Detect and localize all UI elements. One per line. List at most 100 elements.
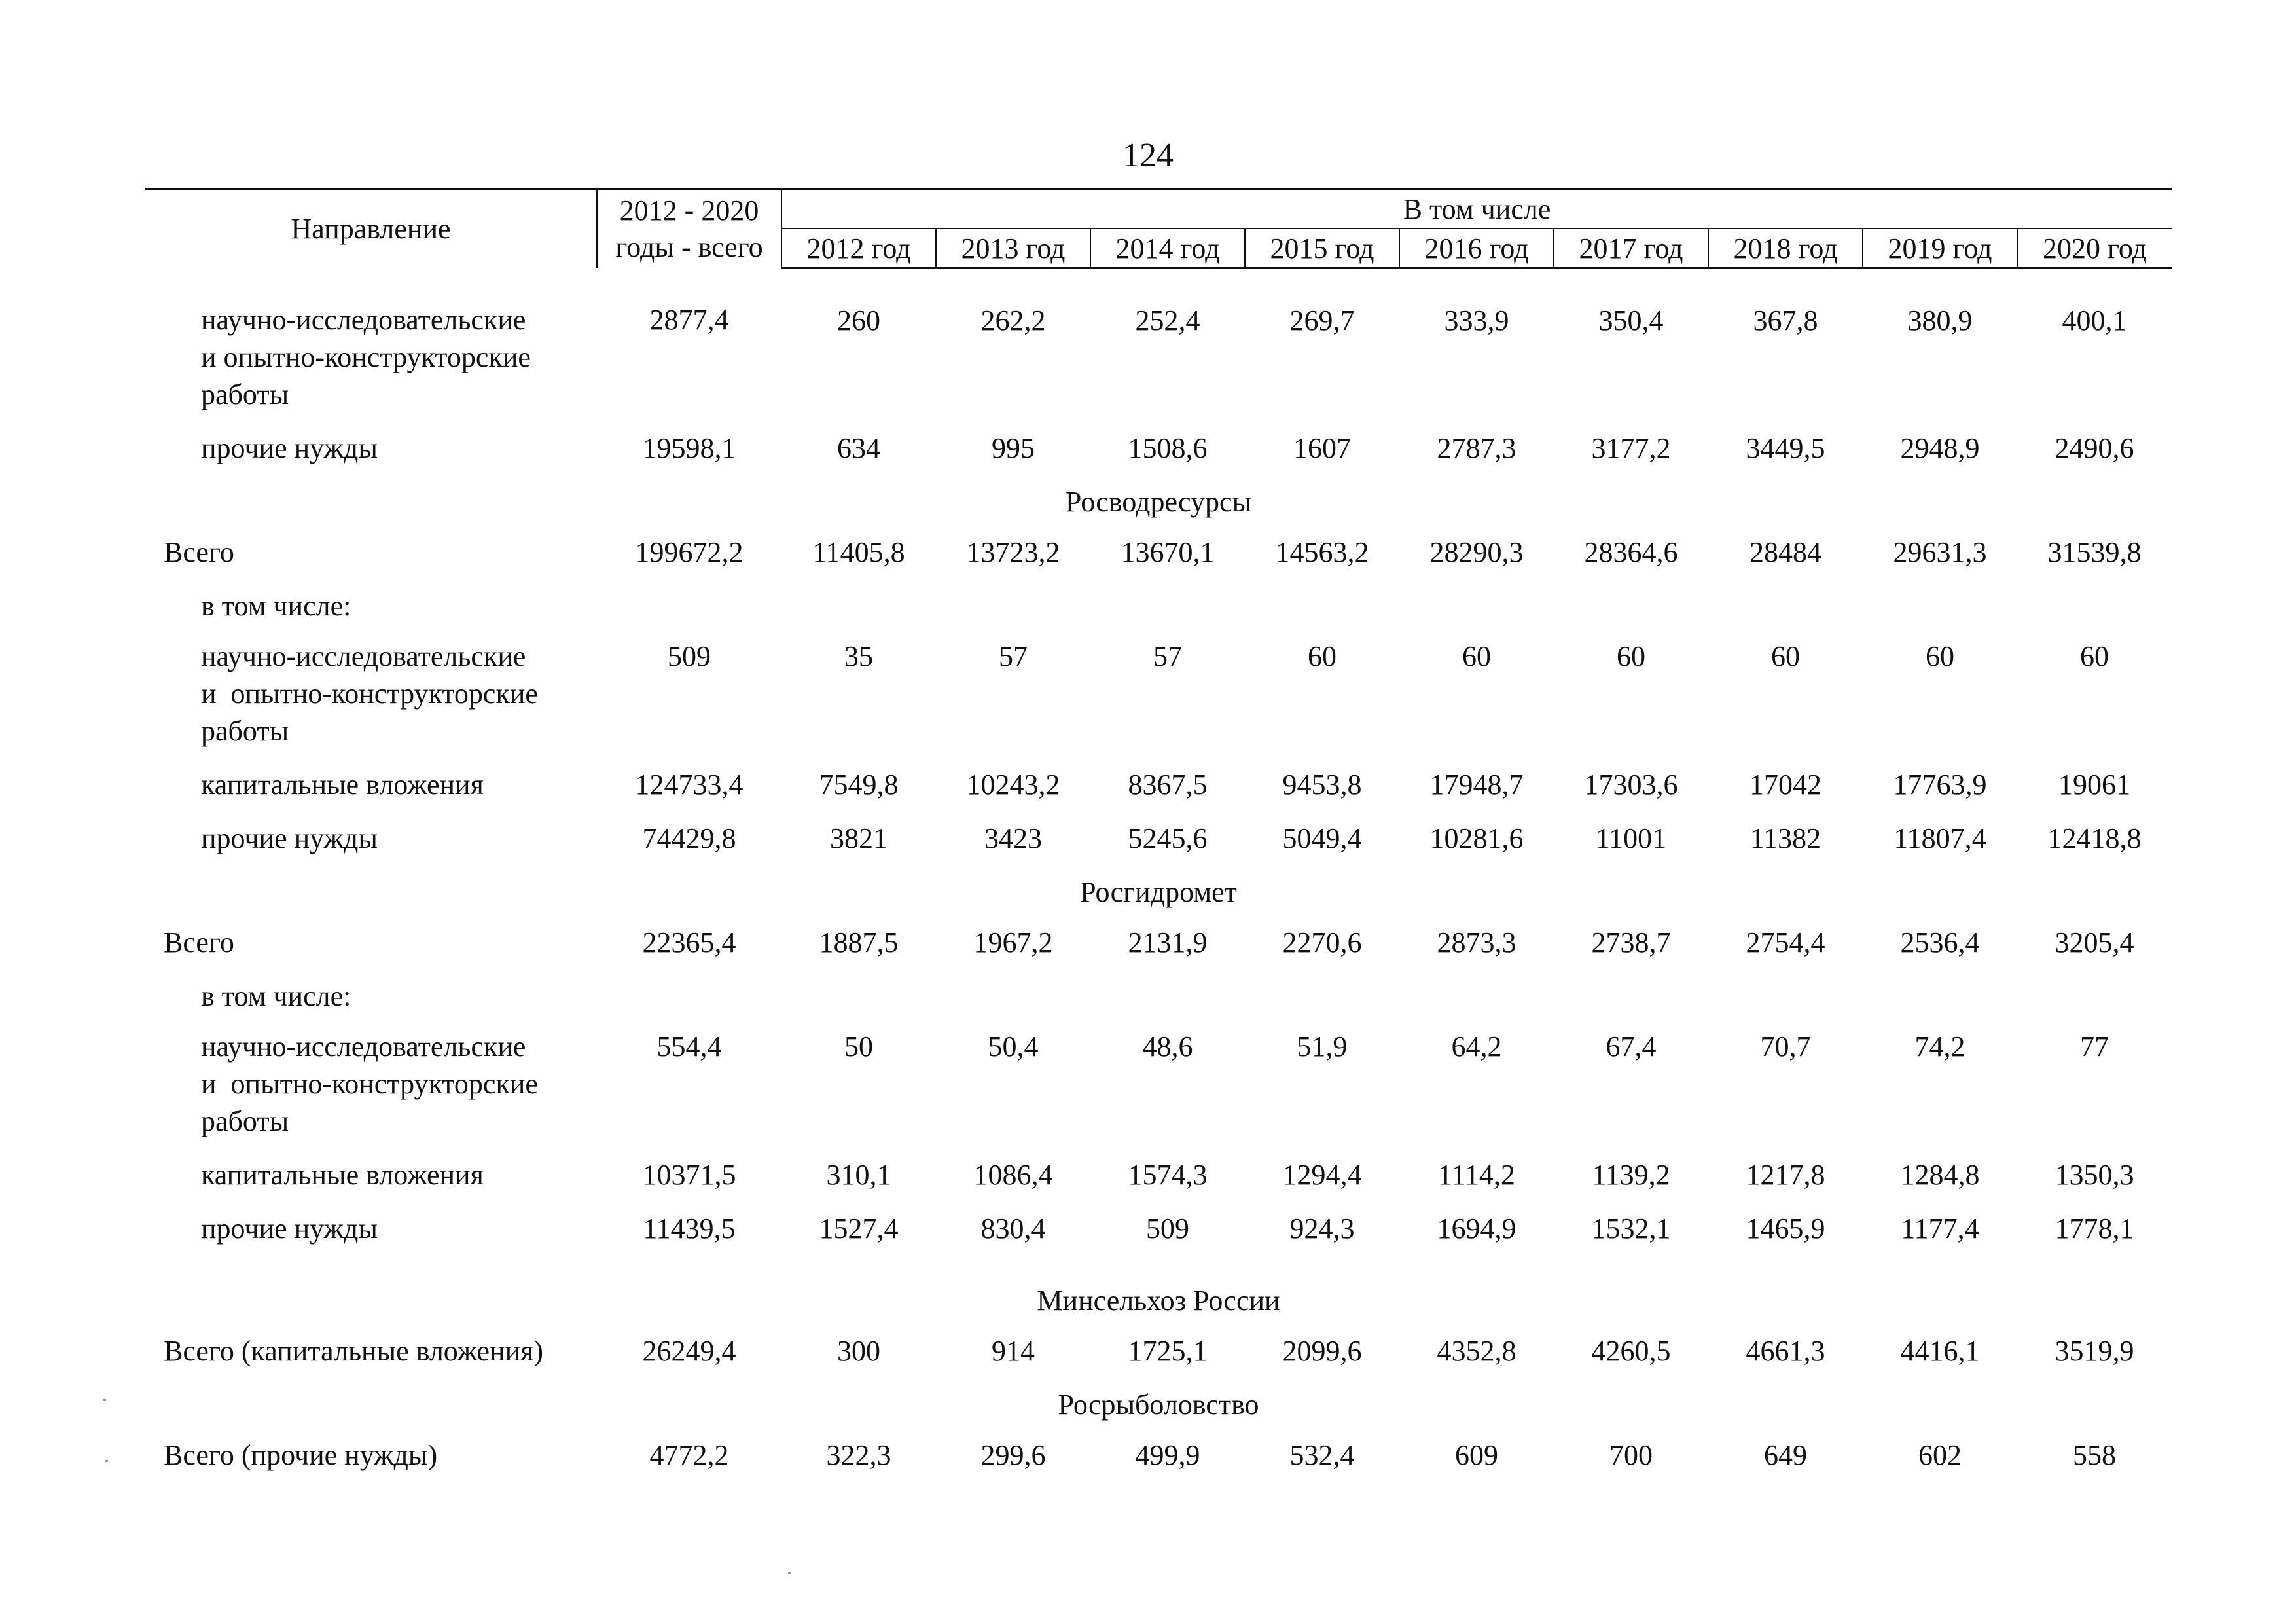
year-value-cell: 11382 [1749,822,1821,854]
margin-mark [788,1572,791,1574]
total-cell: 74429,8 [642,822,736,854]
year-value-cell: 2787,3 [1437,431,1516,464]
year-value-cell: 74,2 [1914,1030,1965,1063]
year-value-cell: 10243,2 [966,768,1060,801]
year-value-cell: 28290,3 [1429,536,1524,568]
year-value-cell: 1294,4 [1282,1158,1362,1191]
section-title: Росгидромет [1080,875,1237,908]
year-value-cell: 400,1 [2062,304,2127,337]
table-header: Направление 2012 - 2020 годы - всего В т… [145,188,2172,269]
year-value-cell: 995 [992,431,1035,464]
section-title: Росводресурсы [1065,485,1252,518]
year-value-cell: 51,9 [1297,1030,1348,1063]
total-cell: 22365,4 [642,926,736,958]
year-value-cell: 3519,9 [2054,1334,2134,1367]
year-value-cell: 1508,6 [1128,431,1208,464]
section-title: Минсельхоз России [1037,1284,1280,1317]
year-value-cell: 5049,4 [1282,822,1362,854]
year-value-cell: 48,6 [1142,1030,1193,1063]
year-value-cell: 1967,2 [973,926,1053,958]
year-value-cell: 4661,3 [1746,1334,1825,1367]
direction-label-line: и опытно-конструкторские [201,1067,538,1100]
year-value-cell: 350,4 [1598,304,1664,337]
direction-label-line: работы [201,378,289,410]
total-cell: 199672,2 [635,536,744,568]
page-number: 124 [1122,137,1174,174]
total-cell: 19598,1 [642,431,736,464]
direction-label-line: прочие нужды [201,1212,378,1245]
year-value-cell: 77 [2080,1030,2109,1063]
year-value-cell: 2270,6 [1282,926,1362,958]
year-value-cell: 4416,1 [1900,1334,1980,1367]
year-header-row: 2012 год 2013 год 2014 год 2015 год 2016 год… [145,228,2172,269]
year-value-cell: 13670,1 [1121,536,1215,568]
year-header: 2014 год [1090,228,1245,269]
subheading-row: в том числе: [145,977,2172,1028]
year-header: 2020 год [2016,228,2172,269]
table-row: Всего (прочие нужды) 4772,2 322,3 299,6 499,… [145,1436,2172,1490]
year-value-cell: 299,6 [980,1438,1046,1471]
direction-cell: капитальные вложения [145,766,597,820]
table-row: Всего 199672,2 11405,8 13723,2 13670,1 14563,… [145,534,2172,587]
year-value-cell: 1350,3 [2054,1158,2134,1191]
empty-cell [597,587,2172,638]
year-header: 2018 год [1708,228,1863,269]
table-row: прочие нужды 74429,8 3821 3423 5245,6 5049,4 1… [145,820,2172,873]
year-value-cell: 269,7 [1289,304,1355,337]
total-cell: 124733,4 [635,768,744,801]
table-row: научно-исследовательские и опытно-констру… [145,268,2172,429]
table-row: прочие нужды 11439,5 1527,4 830,4 509 924,3 16… [145,1210,2172,1264]
year-value-cell: 1778,1 [2054,1212,2134,1245]
year-value-cell: 1086,4 [973,1158,1053,1191]
year-value-cell: 64,2 [1451,1030,1502,1063]
year-value-cell: 13723,2 [966,536,1060,568]
direction-label-line: научно-исследовательские [201,1030,526,1063]
direction-cell: Всего (капитальные вложения) [145,1332,597,1386]
table-row: научно-исследовательские и опытно-констру… [145,638,2172,766]
direction-label-line: работы [201,714,289,747]
year-header: 2012 год [781,228,936,269]
year-value-cell: 914 [992,1334,1035,1367]
direction-cell: научно-исследовательские и опытно-констру… [145,268,597,429]
year-value-cell: 11001 [1595,822,1667,854]
subheading-row: в том числе: [145,587,2172,638]
section-row: Росрыболовство [145,1386,2172,1436]
year-value-cell: 1607 [1293,431,1351,464]
year-value-cell: 60 [1462,640,1491,672]
year-value-cell: 1725,1 [1128,1334,1208,1367]
year-value-cell: 252,4 [1135,304,1200,337]
total-cell: 509 [668,640,711,672]
total-cell: 26249,4 [642,1334,736,1367]
year-header: 2015 год [1244,228,1399,269]
including-header: В том числе [780,188,2172,229]
direction-header: Направление [145,188,597,268]
year-value-cell: 11807,4 [1893,822,1986,854]
year-value-cell: 1284,8 [1900,1158,1980,1191]
direction-cell: Всего [145,924,597,977]
year-value-cell: 57 [1153,640,1182,672]
year-value-cell: 509 [1146,1212,1189,1245]
table-row: Всего 22365,4 1887,5 1967,2 2131,9 2270,6 2873… [145,924,2172,977]
year-value-cell: 3423 [984,822,1042,854]
direction-cell: научно-исследовательские и опытно-констру… [145,1028,597,1156]
year-value-cell: 1139,2 [1592,1158,1670,1191]
year-value-cell: 532,4 [1289,1438,1355,1471]
margin-mark [103,1399,106,1401]
year-value-cell: 31539,8 [2047,536,2142,568]
year-value-cell: 19061 [2058,768,2130,801]
year-value-cell: 4260,5 [1591,1334,1671,1367]
table-row: Всего (капитальные вложения) 26249,4 300 91… [145,1332,2172,1386]
year-value-cell: 10281,6 [1429,822,1524,854]
direction-label-line: и опытно-конструкторские [201,340,531,373]
year-value-cell: 11405,8 [812,536,905,568]
direction-label-line: прочие нужды [201,431,378,464]
year-value-cell: 35 [844,640,873,672]
year-value-cell: 17042 [1749,768,1821,801]
year-value-cell: 1217,8 [1746,1158,1825,1191]
direction-cell: Всего [145,534,597,587]
section-row: Минсельхоз России [145,1264,2172,1332]
year-value-cell: 8367,5 [1128,768,1208,801]
margin-mark [105,1460,108,1462]
year-value-cell: 57 [999,640,1028,672]
direction-label-line: Всего (прочие нужды) [164,1438,438,1471]
